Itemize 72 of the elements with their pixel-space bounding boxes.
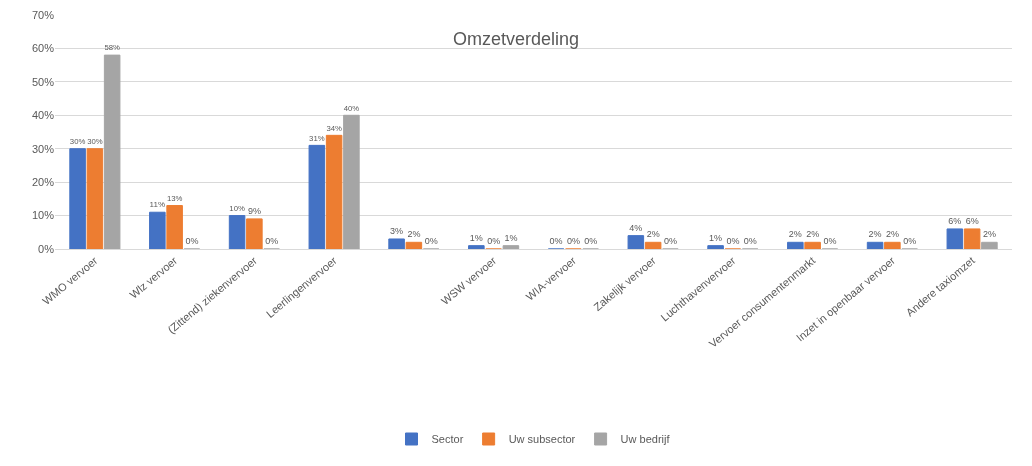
legend-label: Uw bedrijf — [620, 433, 671, 446]
bar — [787, 241, 804, 249]
data-label: 1% — [469, 232, 483, 243]
data-label: 0% — [823, 236, 837, 246]
bar — [707, 245, 724, 249]
data-label: 10% — [229, 203, 245, 213]
data-label: 0% — [903, 236, 917, 246]
data-label: 9% — [247, 205, 261, 216]
text: Omzetverdeling — [452, 29, 580, 50]
data-label: 0% — [743, 236, 757, 246]
data-label: 2% — [982, 229, 996, 240]
data-label: 0% — [487, 236, 501, 246]
data-label: 0% — [584, 236, 598, 246]
data-label: 2% — [868, 229, 882, 240]
y-tick-label: 20% — [31, 175, 55, 188]
bar — [468, 245, 485, 249]
data-label: 34% — [326, 123, 342, 133]
data-label: 4% — [629, 222, 643, 233]
bar — [325, 134, 343, 249]
data-label: 0% — [549, 236, 563, 246]
data-label: 0% — [185, 236, 199, 246]
legend-label: Uw subsector — [508, 433, 576, 446]
bar — [405, 241, 423, 249]
data-label: 13% — [166, 193, 183, 203]
y-tick-label: 0% — [38, 242, 55, 255]
data-label: 1% — [504, 232, 518, 243]
bar — [884, 241, 901, 249]
bar — [246, 218, 263, 249]
data-label: 0% — [265, 236, 279, 246]
data-label: 1% — [709, 232, 723, 243]
data-label: 0% — [424, 236, 438, 246]
data-label: 0% — [663, 236, 677, 246]
data-label: 6% — [965, 215, 979, 226]
y-tick-label: 40% — [31, 109, 55, 122]
bar — [308, 144, 326, 249]
data-label: 0% — [566, 236, 580, 246]
y-tick-label: 10% — [31, 209, 55, 222]
data-label: 2% — [646, 229, 660, 240]
data-label: 30% — [69, 136, 86, 146]
data-label: 0% — [726, 236, 740, 246]
bar — [644, 241, 662, 249]
bar — [502, 245, 520, 249]
data-label: 6% — [948, 215, 962, 226]
bar — [86, 148, 104, 249]
bar — [166, 205, 183, 249]
bar — [228, 215, 246, 249]
data-label: 2% — [885, 229, 899, 240]
bar — [388, 238, 405, 249]
data-label: 31% — [309, 133, 325, 143]
data-label: 2% — [806, 229, 820, 240]
data-label: 30% — [87, 136, 103, 146]
y-tick-label: 30% — [31, 142, 55, 155]
bar — [69, 148, 86, 249]
bar — [343, 114, 360, 249]
data-label: 11% — [149, 200, 166, 210]
data-label: 40% — [343, 103, 360, 113]
data-label: 58% — [104, 43, 121, 53]
data-label: 2% — [407, 229, 421, 240]
bar — [804, 241, 821, 249]
y-tick-label: 60% — [31, 42, 55, 55]
bar — [946, 228, 964, 249]
bar — [627, 235, 645, 249]
bar — [149, 211, 166, 249]
y-tick-label: 70% — [31, 8, 55, 21]
bar — [981, 241, 998, 249]
data-label: 3% — [390, 225, 404, 236]
bar — [866, 241, 884, 249]
bar — [103, 54, 121, 249]
legend-label: Sector — [431, 433, 464, 446]
bar — [963, 228, 981, 249]
y-tick-label: 50% — [31, 75, 55, 88]
data-label: 2% — [788, 229, 802, 240]
